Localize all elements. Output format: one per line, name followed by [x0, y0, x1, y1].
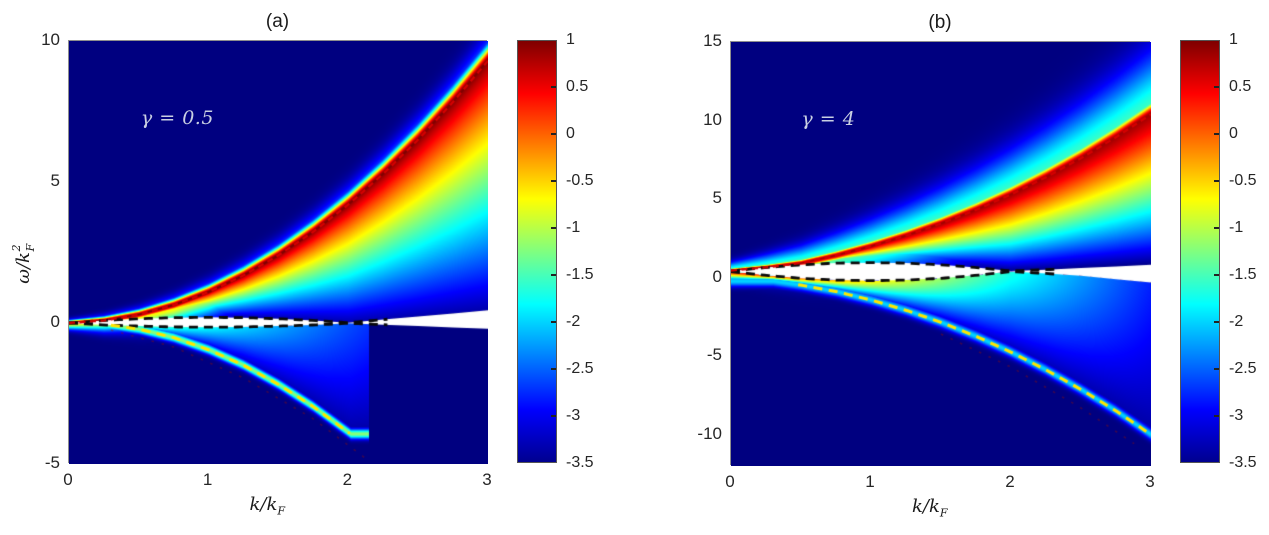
panel-a-colorbar-tick-label: -3: [566, 407, 581, 424]
panel-a-colorbar-tick-label: -3.5: [566, 454, 594, 471]
panel-a-colorbar-tick-label: 0.5: [566, 78, 589, 95]
panel-b-colorbar-tick-mark: [1214, 227, 1219, 229]
xlabel-slash: /: [260, 494, 267, 515]
panel-b-y-tick-label: -5: [706, 345, 722, 365]
panel-b-gamma-annotation: γ = 4: [801, 107, 856, 130]
panel-b-colorbar-tick-mark: [1214, 368, 1219, 370]
panel-a-colorbar-tick-mark: [551, 274, 556, 276]
panel-a-colorbar-tick-label: -2.5: [566, 360, 594, 377]
panel-a-colorbar-tick-label: -0.5: [566, 172, 594, 189]
panel-a-y-tick-label: 10: [41, 30, 60, 49]
panel-a-title: (a): [265, 11, 290, 32]
panel-a-colorbar-tick-mark: [551, 227, 556, 229]
panel-b-colorbar-tick-mark: [1214, 415, 1219, 417]
xlabel-k: k: [912, 496, 923, 517]
panel-a-x-tick-label: 1: [202, 470, 213, 489]
panel-a-colorbar-tick-mark: [551, 133, 556, 135]
panel-a-y-axis-label: ω/k 2 F: [9, 229, 37, 293]
xlabel-sub: F: [939, 506, 948, 520]
panel-b-y-tick-label: 15: [703, 31, 722, 50]
panel-a-colorbar: [517, 40, 557, 463]
panel-b-x-tick-label: 3: [1145, 472, 1155, 491]
panel-b-colorbar-tick-mark: [1214, 274, 1219, 276]
xlabel-kden: k: [266, 494, 278, 515]
panel-b-colorbar-tick-mark: [1214, 86, 1219, 88]
panel-b-colorbar-tick-label: -1.5: [1229, 266, 1257, 283]
panel-b-colorbar-tick-mark: [1214, 133, 1219, 135]
panel-a-gamma-annotation: γ = 0.5: [140, 106, 214, 129]
panel-a-y-tick-label: -5: [44, 453, 60, 472]
panel-b-y-tick-label: 5: [712, 188, 722, 208]
panel-b-colorbar-tick-label: -3.5: [1229, 454, 1257, 471]
ylabel-omega: ω: [12, 269, 34, 284]
panel-a-colorbar-tick-label: -1.5: [566, 266, 594, 283]
panel-b-x-tick-label: 1: [865, 472, 875, 491]
panel-b-x-tick-label: 2: [1005, 472, 1015, 491]
panel-b-axes: γ = 4: [730, 41, 1151, 466]
panel-b-y-tick-label: -10: [697, 423, 722, 443]
panel-b-heatmap: [731, 42, 1151, 466]
panel-a-x-tick-label: 2: [342, 470, 353, 489]
panel-b-colorbar-tick-label: -1: [1229, 219, 1244, 236]
panel-b-colorbar-tick-label: -3: [1229, 407, 1244, 424]
xlabel-sub: F: [277, 504, 286, 518]
panel-b-colorbar-tick-mark: [1214, 180, 1219, 182]
panel-a-colorbar-tick-mark: [551, 180, 556, 182]
panel-b-x-axis-label: k/kF: [912, 496, 948, 520]
ylabel-k: k: [12, 252, 34, 263]
panel-b-colorbar-tick-label: -2.5: [1229, 360, 1257, 377]
panel-a-colorbar-tick-label: 1: [566, 31, 575, 48]
panel-b-colorbar-tick-mark: [1214, 321, 1219, 323]
panel-b-colorbar-tick-label: -0.5: [1229, 172, 1257, 189]
panel-a-colorbar-tick-label: -2: [566, 313, 581, 330]
panel-a-x-axis-label: k/kF: [250, 494, 286, 518]
panel-a-colorbar-tick-label: 0: [566, 125, 575, 142]
panel-b-colorbar: [1180, 40, 1220, 463]
panel-b-y-tick-label: 0: [712, 266, 722, 286]
panel-a-colorbar-tick-mark: [551, 368, 556, 370]
xlabel-slash: /: [922, 496, 929, 517]
panel-a-y-tick-label: 5: [50, 171, 60, 190]
panel-a-colorbar-tick-mark: [551, 321, 556, 323]
panel-b-colorbar-tick-label: 0: [1229, 125, 1238, 142]
panel-a-colorbar-tick-mark: [551, 86, 556, 88]
ylabel-slash: /: [12, 262, 34, 270]
panel-a-colorbar-tick-label: -1: [566, 219, 581, 236]
panel-b-colorbar-tick-label: 1: [1229, 31, 1238, 48]
panel-a-x-tick-label: 3: [482, 470, 492, 489]
panel-a-x-tick-label: 0: [63, 470, 73, 489]
xlabel-k: k: [249, 494, 261, 515]
panel-b-x-tick-label: 0: [725, 472, 735, 491]
panel-b-y-tick-label: 10: [703, 109, 722, 129]
xlabel-kden: k: [929, 496, 940, 517]
panel-b-colorbar-tick-label: 0.5: [1229, 78, 1252, 95]
panel-a-heatmap: [69, 41, 488, 464]
panel-a-y-tick-label: 0: [50, 312, 60, 331]
panel-b-title: (b): [928, 12, 952, 33]
panel-a-colorbar-tick-mark: [551, 415, 556, 417]
panel-b-colorbar-tick-label: -2: [1229, 313, 1244, 330]
panel-a-axes: γ = 0.5: [68, 40, 488, 464]
